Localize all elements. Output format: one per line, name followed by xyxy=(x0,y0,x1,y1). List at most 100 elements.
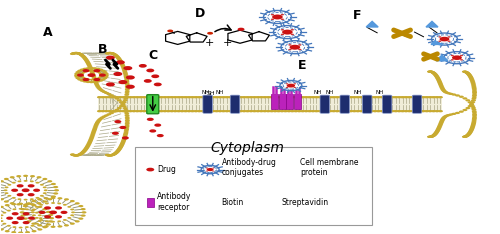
Circle shape xyxy=(86,142,92,144)
Circle shape xyxy=(176,96,181,98)
Circle shape xyxy=(107,52,112,54)
Circle shape xyxy=(70,200,75,202)
Circle shape xyxy=(472,93,477,95)
Circle shape xyxy=(37,224,42,227)
Circle shape xyxy=(89,81,94,83)
Circle shape xyxy=(102,115,106,118)
Circle shape xyxy=(433,73,438,76)
Circle shape xyxy=(376,110,381,112)
Circle shape xyxy=(12,226,16,228)
Circle shape xyxy=(82,68,87,70)
Circle shape xyxy=(286,96,292,98)
Circle shape xyxy=(73,154,78,157)
Circle shape xyxy=(472,91,477,94)
Circle shape xyxy=(104,96,109,98)
Circle shape xyxy=(200,96,205,98)
Circle shape xyxy=(72,154,76,156)
Circle shape xyxy=(94,78,100,81)
Circle shape xyxy=(159,96,164,98)
Circle shape xyxy=(300,110,305,112)
Circle shape xyxy=(428,70,432,73)
Text: Biotin: Biotin xyxy=(222,198,244,207)
Bar xyxy=(98,96,442,112)
Circle shape xyxy=(444,52,470,64)
Circle shape xyxy=(338,96,343,98)
Circle shape xyxy=(58,202,62,204)
Circle shape xyxy=(124,84,130,86)
Circle shape xyxy=(469,129,474,131)
Circle shape xyxy=(431,72,436,74)
Circle shape xyxy=(90,73,96,76)
Circle shape xyxy=(429,71,434,73)
Circle shape xyxy=(90,135,94,137)
FancyBboxPatch shape xyxy=(203,95,212,113)
Circle shape xyxy=(410,110,416,112)
Circle shape xyxy=(366,110,370,112)
Circle shape xyxy=(421,110,426,112)
Circle shape xyxy=(42,178,48,180)
Circle shape xyxy=(121,96,126,98)
Circle shape xyxy=(122,138,126,141)
Circle shape xyxy=(86,145,90,147)
Circle shape xyxy=(71,212,75,213)
Circle shape xyxy=(108,110,112,112)
Circle shape xyxy=(46,211,51,213)
Circle shape xyxy=(438,81,442,84)
Circle shape xyxy=(452,55,462,60)
Circle shape xyxy=(58,197,62,199)
Circle shape xyxy=(142,110,146,112)
Circle shape xyxy=(86,67,90,69)
Circle shape xyxy=(281,29,284,31)
Circle shape xyxy=(259,110,264,112)
Circle shape xyxy=(94,122,100,125)
Circle shape xyxy=(107,154,112,157)
Circle shape xyxy=(148,110,154,112)
Circle shape xyxy=(4,186,8,188)
Circle shape xyxy=(117,99,122,102)
Circle shape xyxy=(92,128,97,131)
Circle shape xyxy=(180,96,184,98)
Circle shape xyxy=(94,84,100,86)
Circle shape xyxy=(124,122,130,125)
Circle shape xyxy=(80,74,84,76)
Circle shape xyxy=(80,208,86,210)
Circle shape xyxy=(290,96,295,98)
Circle shape xyxy=(170,96,174,98)
Circle shape xyxy=(468,75,472,77)
Circle shape xyxy=(0,214,4,216)
Circle shape xyxy=(82,80,87,83)
Circle shape xyxy=(88,140,92,143)
Circle shape xyxy=(98,73,102,75)
Circle shape xyxy=(331,96,336,98)
Circle shape xyxy=(124,113,130,115)
Circle shape xyxy=(468,131,473,133)
Circle shape xyxy=(114,110,119,112)
Circle shape xyxy=(50,197,56,199)
Circle shape xyxy=(82,150,86,153)
Circle shape xyxy=(462,71,468,73)
Circle shape xyxy=(410,96,416,98)
Circle shape xyxy=(464,71,468,73)
Text: NH: NH xyxy=(201,90,209,95)
Circle shape xyxy=(102,71,108,73)
Circle shape xyxy=(342,96,346,98)
Circle shape xyxy=(451,55,454,56)
Circle shape xyxy=(76,154,80,156)
Circle shape xyxy=(472,116,477,118)
Circle shape xyxy=(430,71,436,74)
Circle shape xyxy=(113,152,118,155)
Circle shape xyxy=(86,63,92,66)
Circle shape xyxy=(437,126,442,128)
Circle shape xyxy=(11,189,18,192)
Circle shape xyxy=(87,65,92,67)
Circle shape xyxy=(44,225,49,228)
Circle shape xyxy=(358,96,364,98)
Circle shape xyxy=(124,124,130,126)
Circle shape xyxy=(108,154,112,157)
Circle shape xyxy=(111,53,116,55)
Circle shape xyxy=(97,110,102,112)
Circle shape xyxy=(89,137,94,139)
Circle shape xyxy=(159,110,164,112)
Circle shape xyxy=(88,68,94,70)
FancyBboxPatch shape xyxy=(320,95,330,113)
